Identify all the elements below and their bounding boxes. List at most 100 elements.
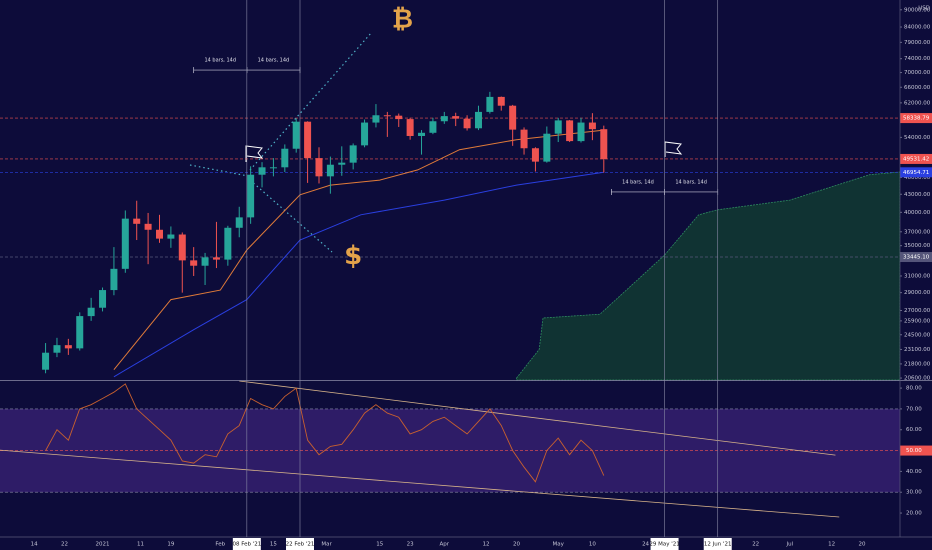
candle-body: [577, 122, 585, 142]
candle-body: [474, 111, 482, 129]
y-tick-label: 66000.00: [904, 85, 931, 91]
price-tag: [900, 113, 932, 124]
rsi-line: [45, 383, 605, 483]
x-tick-label: Mar: [321, 542, 332, 548]
candle-body: [304, 121, 312, 159]
candle-body: [315, 158, 323, 177]
time-marker-tag: [286, 538, 314, 550]
icon: $: [344, 241, 362, 271]
y-tick-label: 31000.00: [904, 273, 931, 279]
candle-body: [554, 120, 562, 134]
y-tick-label: 29000.00: [904, 290, 931, 296]
candle-body: [281, 148, 289, 168]
y-tick-label: 84000.00: [904, 25, 931, 31]
candle-body: [486, 96, 494, 112]
time-marker-label: 22 Feb '21: [286, 542, 315, 548]
candle-body: [224, 227, 232, 260]
y-tick-label: 79000.00: [904, 40, 931, 46]
y-tick-label: 37000.00: [904, 229, 931, 235]
y-tick-label: 23100.00: [904, 347, 931, 353]
candle-body: [247, 174, 255, 218]
price-tag: [900, 167, 932, 178]
candle-body: [509, 105, 517, 130]
measure-label: 14 bars, 14d: [622, 179, 654, 185]
x-tick-label: May: [553, 542, 565, 548]
x-tick-label: 15: [270, 542, 277, 548]
x-tick-label: Feb: [215, 542, 225, 548]
candle-body: [212, 257, 220, 260]
candle-body: [531, 148, 539, 162]
y-tick-label: 80.00: [906, 386, 922, 392]
x-tick-label: 20: [859, 542, 866, 548]
midline-label: 50.00: [906, 448, 922, 454]
x-tick-label: 22: [752, 542, 759, 548]
x-tick-label: Jul: [786, 542, 794, 548]
flags: [245, 141, 683, 162]
y-tick-label: 70000.00: [904, 70, 931, 76]
x-tick-label: 2021: [96, 542, 110, 548]
y-tick-label: 35000.00: [904, 243, 931, 249]
trendline: [239, 380, 836, 456]
candle-body: [600, 129, 608, 160]
y-tick-label: 21800.00: [904, 361, 931, 367]
candle-body: [383, 115, 391, 117]
x-tick-label: 15: [376, 542, 383, 548]
time-marker-tag: [650, 538, 679, 550]
y-tick-label: 24500.00: [904, 332, 931, 338]
y-tick-label: 74000.00: [904, 56, 931, 62]
x-tick-label: 24: [642, 542, 649, 548]
candle-body: [418, 132, 426, 136]
candle-body: [338, 162, 346, 165]
candle-body: [349, 145, 357, 163]
x-tick-label: Apr: [440, 542, 450, 548]
candle-body: [87, 307, 95, 317]
midline-tag: [900, 445, 932, 456]
rsi-axis: [900, 381, 932, 537]
measure-label: 14 bars, 14d: [258, 58, 290, 64]
time-marker-label: 29 May '21: [649, 542, 679, 548]
candle-body: [588, 122, 596, 130]
y-tick-label: 25900.00: [904, 318, 931, 324]
x-tick-label: 14: [31, 542, 38, 548]
y-tick-label: 40000.00: [904, 210, 931, 216]
measure-label: 14 bars, 14d: [675, 179, 707, 185]
candle-body: [76, 316, 84, 349]
y-tick-label: 40.00: [906, 469, 922, 475]
candle-body: [64, 345, 72, 349]
candle-body: [99, 290, 107, 308]
candle-body: [372, 115, 380, 123]
candle-body: [543, 133, 551, 162]
y-tick-label: 20.00: [906, 511, 922, 517]
time-marker-label: 08 Feb '21: [232, 542, 261, 548]
candle-body: [121, 218, 129, 269]
y-tick-label: 30.00: [906, 490, 922, 496]
x-tick-label: 19: [167, 542, 174, 548]
candle-body: [110, 268, 118, 291]
axis-unit: USD: [918, 6, 930, 12]
y-tick-label: 27000.00: [904, 308, 931, 314]
x-tick-label: 11: [137, 542, 144, 548]
time-marker-tag: [232, 538, 261, 550]
x-tick-label: 20: [513, 542, 520, 548]
y-tick-label: 70.00: [906, 406, 922, 412]
y-tick-label: 60.00: [906, 427, 922, 433]
price-axis: [900, 0, 932, 380]
x-tick-label: 23: [407, 542, 414, 548]
candle-body: [53, 345, 61, 353]
price-tag: [900, 153, 932, 164]
candle-body: [292, 121, 300, 149]
candle-body: [463, 118, 471, 129]
candle-body: [167, 234, 175, 239]
candle-body: [258, 167, 266, 175]
time-marker-tag: [703, 538, 732, 550]
x-tick-label: 12: [483, 542, 490, 548]
time-marker-label: 12 Jun '21: [704, 542, 732, 548]
candle-body: [440, 116, 448, 122]
candle-body: [452, 116, 460, 119]
y-tick-label: 20600.00: [904, 376, 931, 382]
candle-body: [395, 115, 403, 120]
candle-body: [269, 167, 277, 169]
measure-label: 14 bars, 14d: [204, 58, 236, 64]
candle-body: [144, 223, 152, 230]
